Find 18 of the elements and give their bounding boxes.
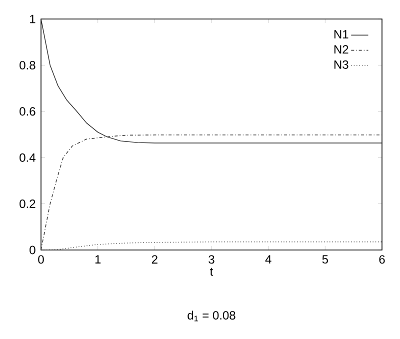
x-axis-title: t [210, 268, 214, 276]
legend-label: N2 [334, 45, 348, 54]
legend-label: N1 [334, 30, 348, 38]
y-tick-label: 0.4 [20, 153, 36, 162]
legend-label: N3 [334, 60, 348, 69]
x-tick-label: 2 [152, 255, 158, 264]
text: d$_{1}$ = 0.08 [188, 310, 236, 322]
y-tick-label: 1 [30, 14, 36, 24]
x-tick-label: 5 [322, 255, 328, 264]
x-tick-label: 4 [265, 255, 272, 264]
x-tick-label: 3 [208, 255, 214, 264]
x-tick-label: 6 [379, 255, 385, 264]
y-tick-label: 0.8 [20, 60, 36, 70]
y-tick-label: 0.6 [20, 107, 36, 116]
x-tick-label: 1 [95, 255, 101, 264]
x-tick-label: 0 [38, 255, 44, 264]
y-tick-label: 0 [30, 246, 36, 254]
y-tick-label: 0.2 [20, 200, 36, 208]
